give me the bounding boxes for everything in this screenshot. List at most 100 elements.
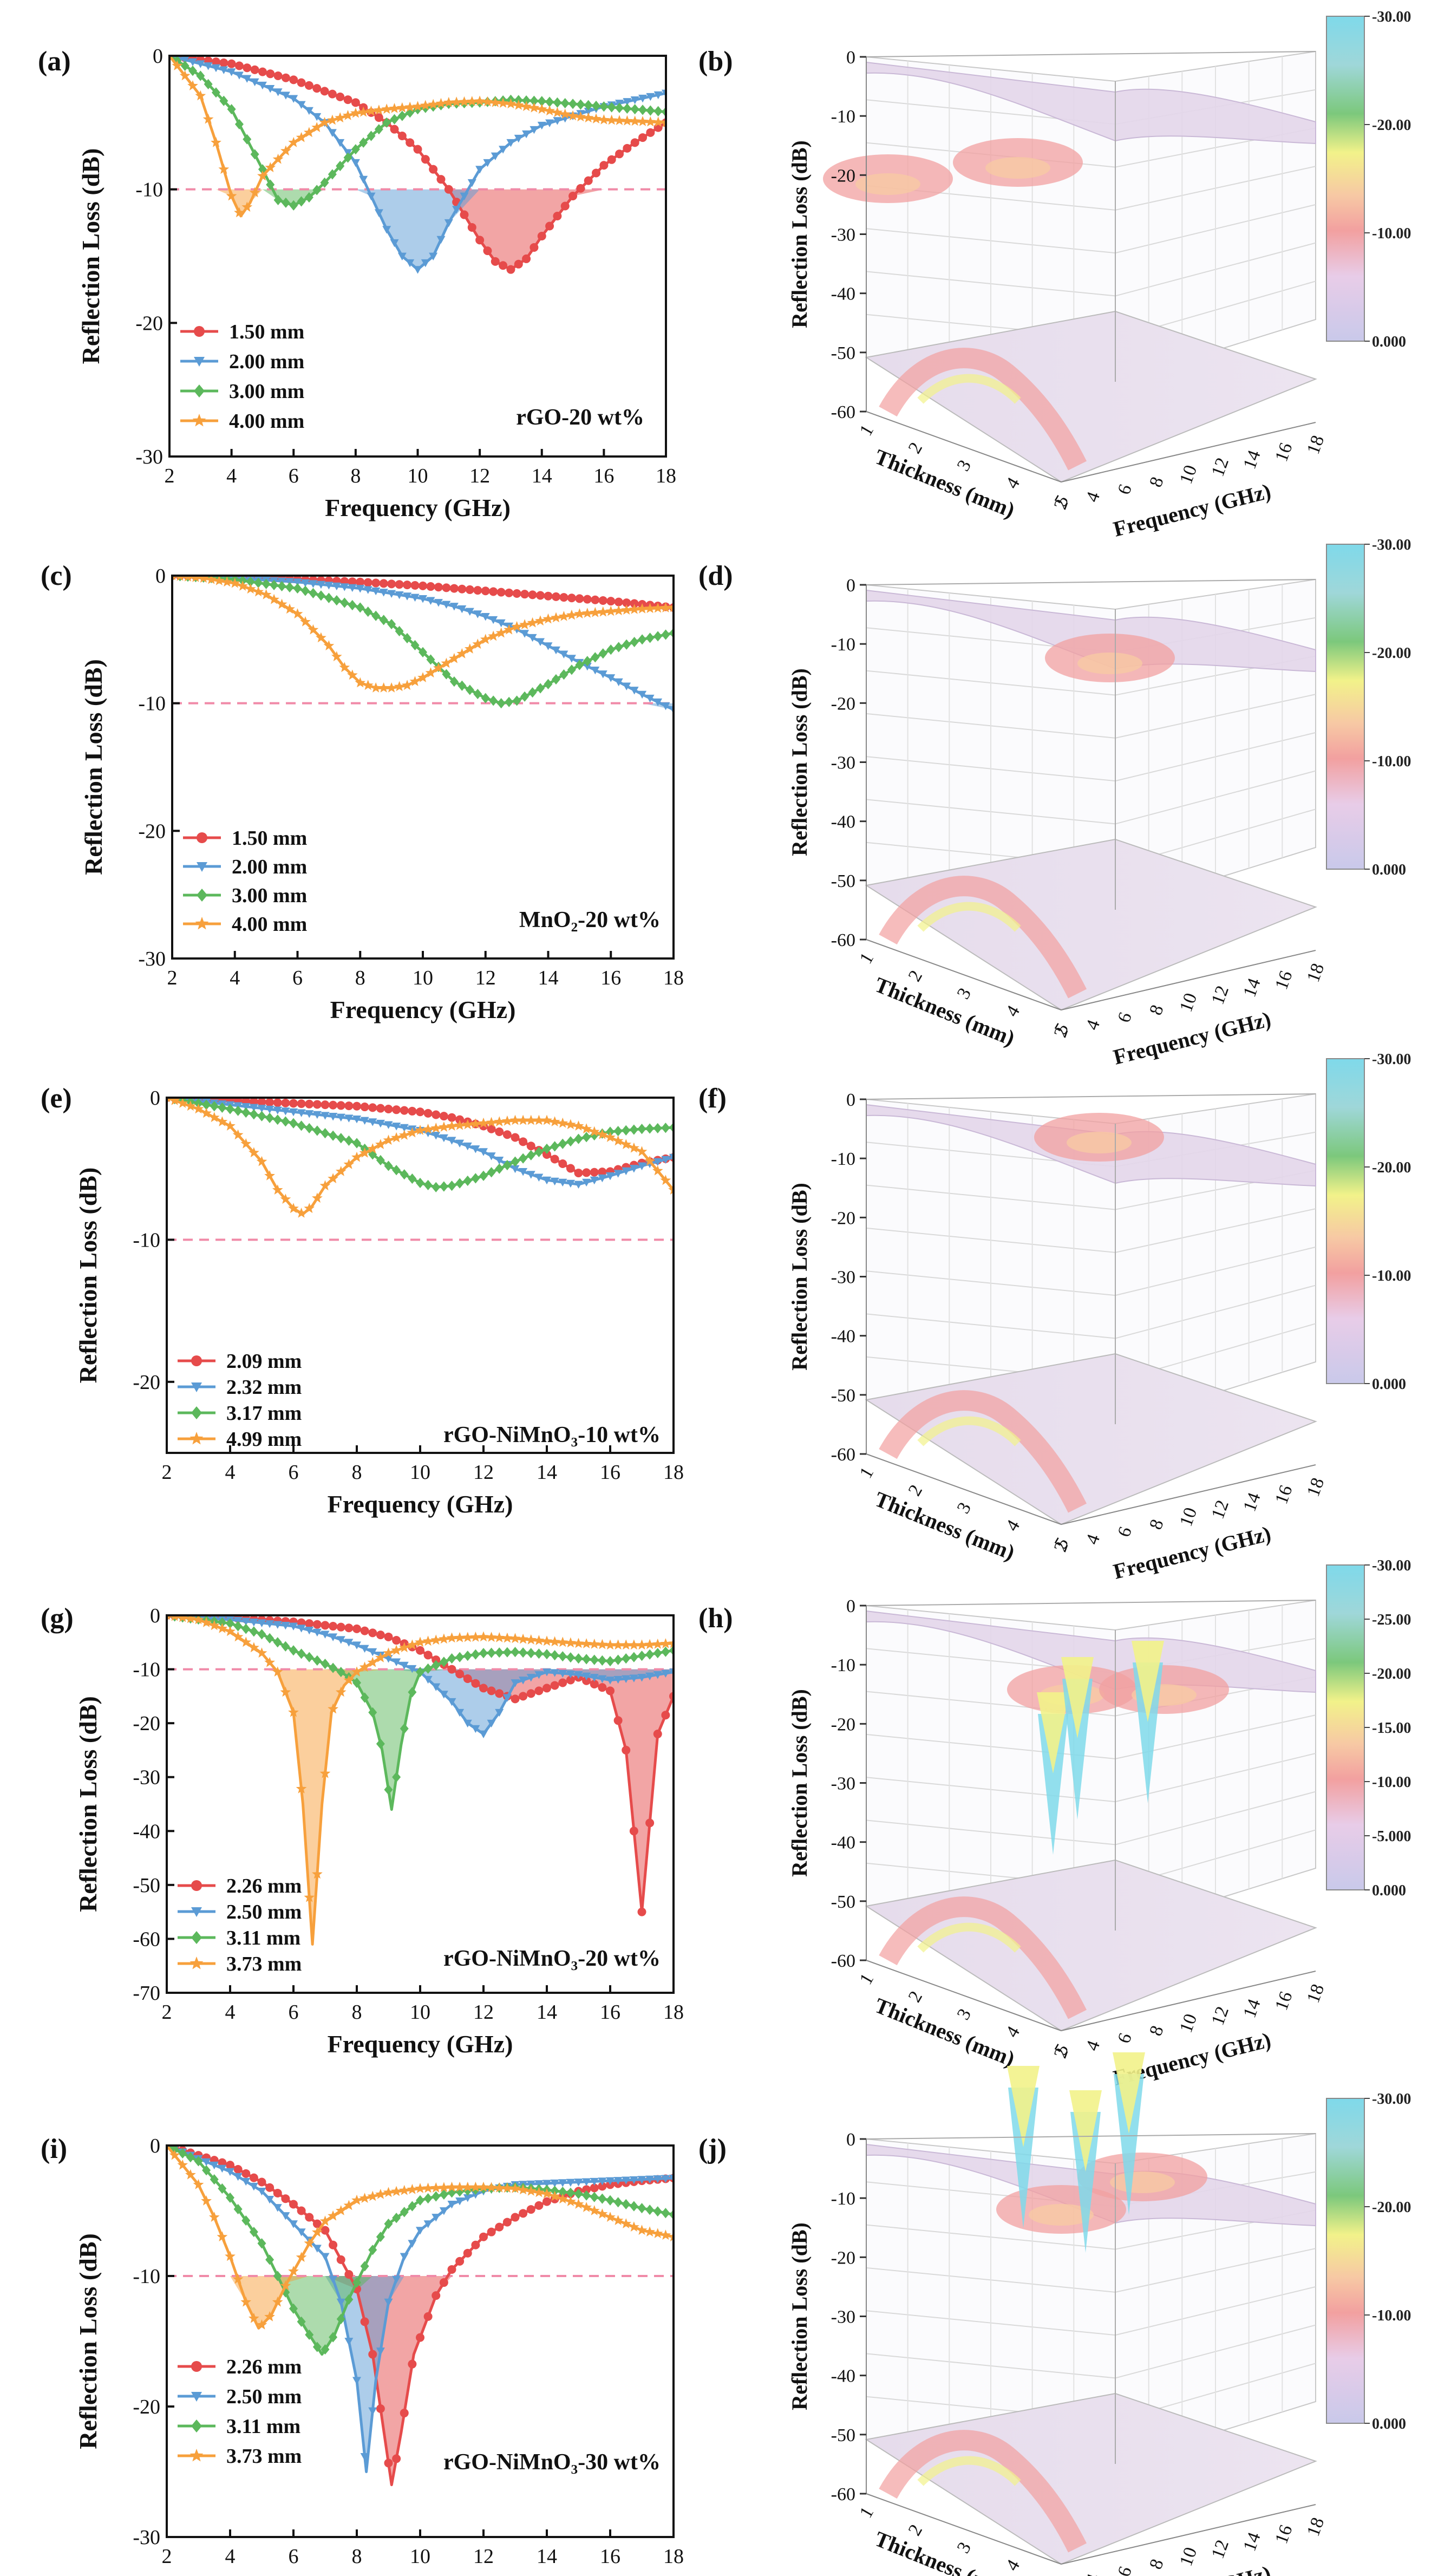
surface-spike	[1070, 2112, 1101, 2253]
series-marker	[637, 1907, 646, 1916]
z-tick-label: -40	[831, 1327, 855, 1347]
series-marker	[426, 654, 435, 665]
series-marker	[574, 1169, 583, 1178]
series-marker	[327, 114, 338, 125]
series-marker	[479, 1170, 488, 1181]
frequency-tick-label: 14	[1239, 976, 1264, 1000]
y-axis-title: Reflection Loss (dB)	[80, 659, 107, 875]
series-marker	[598, 596, 607, 605]
series-marker	[660, 602, 671, 612]
colorbar	[1326, 1564, 1365, 1890]
series-marker	[550, 1669, 559, 1677]
series-marker	[558, 2186, 567, 2197]
series-marker	[390, 114, 399, 125]
series-marker	[597, 1129, 608, 1139]
series-marker	[356, 602, 365, 613]
z-axis-title: Reflection Loss (dB)	[787, 2222, 812, 2410]
series-marker	[519, 1153, 528, 1164]
series-marker	[273, 71, 283, 80]
series-marker	[668, 1638, 674, 1648]
series-marker	[478, 2181, 489, 2192]
series-marker	[502, 1694, 512, 1702]
series-marker	[444, 185, 453, 194]
series-marker	[558, 1178, 567, 1187]
series-marker	[319, 116, 330, 127]
series-marker	[383, 1134, 394, 1145]
frequency-tick-label: 16	[1271, 2522, 1296, 2547]
series-marker	[305, 2213, 314, 2222]
y-axis-title: Reflection Loss (dB)	[74, 1696, 102, 1912]
series-marker	[576, 99, 585, 110]
series-marker	[653, 1123, 662, 1134]
y-tick-label: 0	[150, 2135, 160, 2157]
series-marker	[606, 1172, 615, 1181]
frequency-tick-label: 18	[1303, 1475, 1328, 1499]
series-marker	[312, 1868, 323, 1879]
series-marker	[432, 1110, 441, 1119]
series-marker	[360, 1103, 369, 1112]
series-marker	[478, 1631, 489, 1642]
legend-marker	[191, 1907, 202, 1917]
series-marker	[400, 1124, 409, 1132]
series-marker	[265, 2254, 274, 2265]
series-marker	[202, 2165, 211, 2176]
plot-area	[172, 576, 674, 714]
frequency-tick-label: 4	[1082, 1531, 1104, 1547]
series-marker	[559, 669, 568, 680]
series-marker	[351, 1151, 362, 1162]
z-tick-label: -40	[831, 2366, 855, 2386]
frequency-tick-label: 18	[1303, 433, 1328, 457]
legend-label: 2.00 mm	[229, 350, 304, 373]
surface-peak-core	[985, 157, 1050, 179]
thickness-tick-label: 4	[1002, 2023, 1024, 2041]
series-marker	[582, 1654, 591, 1665]
series-marker	[558, 1669, 567, 1678]
series-marker	[599, 101, 609, 112]
panel-label: (d)	[698, 560, 733, 591]
series-marker	[183, 576, 193, 582]
series-marker	[661, 1711, 670, 1720]
box-edge	[866, 1093, 1316, 1100]
series-marker	[645, 2175, 655, 2184]
series-marker	[495, 1163, 504, 1174]
series-marker	[430, 1123, 442, 1133]
legend-marker	[189, 1432, 204, 1445]
series-marker	[367, 1143, 378, 1153]
series-marker	[276, 598, 287, 609]
y-tick-label: -20	[133, 2396, 160, 2418]
legend-marker	[191, 1880, 202, 1891]
series-marker	[447, 1653, 456, 1664]
shade-226mm	[167, 2276, 674, 2485]
series-marker	[352, 1101, 361, 1111]
series-marker	[264, 2311, 275, 2321]
series-marker	[270, 579, 279, 590]
line-panel: (e) 2 4 6 8 10 12 14 16 18 0 -10 -20 Frequency (GHz) R…	[41, 1083, 684, 1518]
series-marker	[386, 682, 397, 693]
series-marker	[201, 2195, 212, 2206]
x-tick-label: 4	[225, 2001, 236, 2024]
frequency-tick-label: 8	[1146, 2557, 1168, 2572]
series-marker	[249, 187, 260, 198]
series-marker	[566, 1179, 575, 1188]
series-marker	[605, 2212, 616, 2222]
series-marker	[188, 66, 197, 76]
series-marker	[256, 2319, 267, 2330]
series-marker	[436, 236, 446, 244]
series-marker	[622, 682, 631, 690]
series-marker	[312, 1125, 322, 1136]
series-marker	[226, 1618, 234, 1629]
series-marker	[528, 590, 537, 599]
series-marker	[316, 632, 326, 643]
series-marker	[630, 599, 639, 608]
series-marker	[250, 78, 259, 87]
series-marker	[370, 682, 382, 693]
series-marker	[265, 1112, 274, 1123]
z-tick-label: -20	[831, 166, 855, 186]
series-marker	[210, 2161, 219, 2170]
series-marker	[549, 1116, 560, 1126]
series-marker	[281, 2194, 290, 2203]
frequency-tick-label: 10	[1176, 990, 1201, 1015]
series-marker	[559, 650, 568, 658]
x-axis-title: Frequency (GHz)	[328, 2574, 513, 2576]
series-marker	[584, 107, 593, 116]
